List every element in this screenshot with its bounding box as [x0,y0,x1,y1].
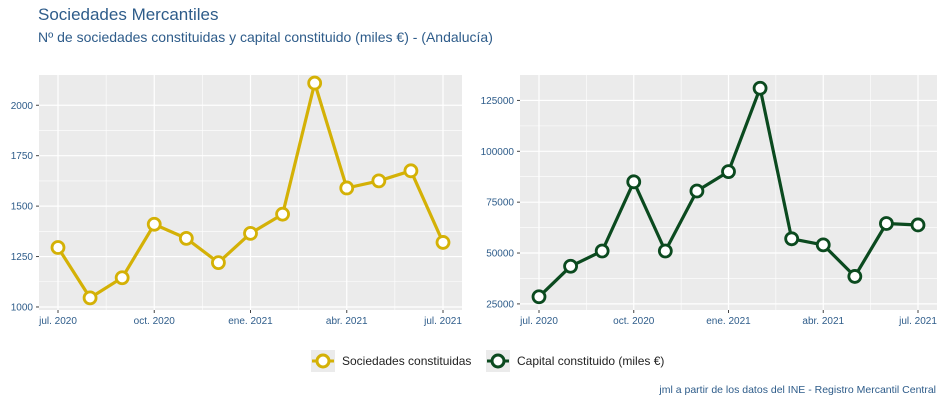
x-tick-label: oct. 2020 [613,316,655,327]
data-point-sociedades [371,173,387,189]
x-tick-label: jul. 2021 [423,316,462,327]
chart-title: Sociedades Mercantiles [38,5,219,24]
data-point-capital [531,289,547,305]
y-tick-label: 1750 [11,151,34,162]
data-point-sociedades [178,230,194,246]
legend-label-sociedades: Sociedades constituidas [342,354,471,368]
legend-marker-capital [490,353,506,369]
x-tick-label: abr. 2021 [326,316,368,327]
y-tick-label: 2000 [11,101,34,112]
legend-label-capital: Capital constituido (miles €) [517,354,664,368]
y-tick-label: 125000 [481,96,515,107]
x-tick-label: ene. 2021 [228,316,273,327]
x-tick-label: jul. 2020 [519,316,558,327]
data-point-capital [752,80,768,96]
y-tick-label: 75000 [486,198,514,209]
data-point-capital [594,243,610,259]
x-tick-label: jul. 2020 [38,316,77,327]
x-tick-label: ene. 2021 [706,316,751,327]
data-point-capital [847,269,863,284]
panel-sociedades: 1000 1250 1500 1750 2000 jul. 2020 oct. 2020 en… [11,75,462,327]
panel-capital: 25000 50000 75000 100000 125000 jul. 2020 oct.… [481,75,937,327]
data-point-sociedades [146,216,162,232]
data-point-capital [689,183,705,199]
y-tick-label: 25000 [486,299,514,310]
data-point-capital [657,243,673,259]
data-point-sociedades [339,180,355,196]
data-point-sociedades [82,290,98,306]
legend: Sociedades constituidas Capital constitu… [311,350,664,372]
x-tick-label: oct. 2020 [134,316,176,327]
source-caption: jml a partir de los datos del INE - Regi… [659,384,936,396]
data-point-sociedades [435,235,451,250]
data-point-capital [784,231,800,247]
x-tick-label: jul. 2021 [898,316,937,327]
data-point-capital [626,174,642,190]
data-point-sociedades [275,206,290,222]
data-point-capital [563,258,578,274]
data-point-capital [721,164,736,180]
x-tick-label: abr. 2021 [802,316,844,327]
data-point-sociedades [114,270,130,286]
y-tick-label: 1000 [11,302,34,313]
data-point-sociedades [307,75,323,91]
data-point-sociedades [403,163,419,179]
data-point-capital [815,237,831,253]
chart-subtitle: Nº de sociedades constituidas y capital … [38,29,493,45]
legend-marker-sociedades [315,353,331,369]
data-point-sociedades [243,225,258,241]
y-tick-label: 1500 [11,202,34,213]
data-point-sociedades [50,240,66,255]
data-point-capital [910,217,926,233]
y-tick-label: 1250 [11,252,34,263]
data-point-sociedades [211,255,226,270]
y-tick-label: 100000 [481,147,515,158]
data-point-capital [879,216,894,231]
y-tick-label: 50000 [486,249,514,260]
